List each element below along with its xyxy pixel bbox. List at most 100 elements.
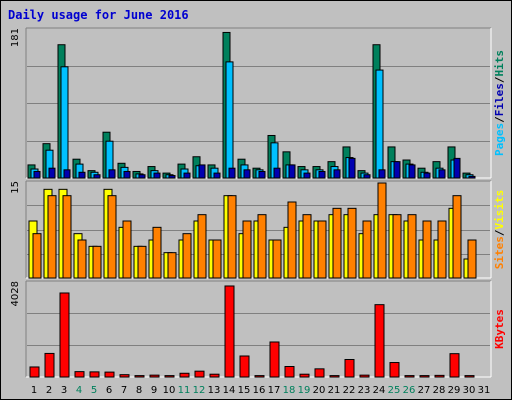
bar-sites-day-8 [137, 245, 147, 279]
bar-kbytes-day-23 [359, 374, 370, 378]
bar-kbytes-day-2 [44, 352, 55, 378]
bar-pages-day-11 [183, 172, 191, 179]
bar-kbytes-day-20 [314, 368, 325, 378]
bar-sites-day-1 [32, 233, 42, 279]
bar-kbytes-day-24 [374, 304, 385, 378]
bar-kbytes-day-30 [464, 375, 475, 378]
x-tick-label-day-16: 16 [253, 385, 266, 396]
side-label-part: KBytes [493, 309, 506, 349]
bar-sites-day-25 [392, 214, 402, 279]
bar-sites-day-11 [182, 233, 192, 279]
bar-kbytes-day-9 [149, 374, 160, 378]
bar-pages-day-13 [213, 172, 221, 179]
bar-pages-day-19 [303, 172, 311, 179]
bar-sites-day-2 [47, 195, 57, 279]
bar-sites-day-15 [242, 220, 252, 279]
panel-2-ymax-label: 4028 [10, 281, 21, 306]
bar-pages-day-17 [273, 167, 281, 179]
panel-1-side-label: Sites/Visits [493, 190, 506, 270]
x-tick-label-day-25: 25 [388, 385, 401, 396]
bar-kbytes-day-13 [209, 373, 220, 378]
bar-pages-day-1 [33, 170, 41, 179]
x-tick-label-day-23: 23 [358, 385, 371, 396]
bar-sites-day-12 [197, 214, 207, 279]
bar-kbytes-day-10 [164, 375, 175, 378]
bar-kbytes-day-14 [224, 285, 235, 378]
bar-kbytes-day-1 [29, 366, 40, 378]
x-tick-label-day-7: 7 [121, 385, 127, 396]
bar-sites-day-22 [347, 207, 357, 279]
bar-pages-day-28 [438, 169, 446, 179]
bar-sites-day-6 [107, 195, 117, 279]
bar-pages-day-30 [468, 175, 476, 179]
bar-pages-day-8 [138, 174, 146, 179]
x-tick-label-day-20: 20 [313, 385, 326, 396]
bar-pages-day-26 [408, 164, 416, 179]
bar-sites-day-24 [377, 182, 387, 279]
bar-sites-day-18 [287, 201, 297, 279]
bar-pages-day-23 [363, 174, 371, 179]
bar-sites-day-30 [467, 239, 477, 279]
x-tick-label-day-9: 9 [151, 385, 157, 396]
bar-kbytes-day-3 [59, 292, 70, 378]
side-label-part: Files [493, 83, 506, 116]
x-tick-label-day-21: 21 [328, 385, 341, 396]
bar-kbytes-day-12 [194, 370, 205, 378]
bar-kbytes-day-25 [389, 362, 400, 378]
bar-pages-day-2 [48, 167, 56, 179]
bar-pages-day-25 [393, 161, 401, 179]
bar-pages-day-5 [93, 174, 101, 179]
side-label-part: Pages [493, 123, 506, 156]
x-tick-label-day-5: 5 [91, 385, 97, 396]
x-tick-label-day-28: 28 [433, 385, 446, 396]
bar-pages-day-3 [63, 169, 71, 179]
side-label-part: Sites [493, 236, 506, 269]
chart-title: Daily usage for June 2016 [8, 8, 189, 22]
bar-kbytes-day-22 [344, 358, 355, 378]
bar-pages-day-29 [453, 157, 461, 179]
bar-kbytes-day-28 [434, 374, 445, 378]
x-tick-label-day-18: 18 [283, 385, 296, 396]
bar-pages-day-16 [258, 170, 266, 179]
x-tick-label-day-31: 31 [478, 385, 491, 396]
bar-pages-day-4 [78, 171, 86, 179]
bar-sites-day-29 [452, 195, 462, 279]
bar-pages-day-6 [108, 169, 116, 179]
bar-sites-day-9 [152, 226, 162, 279]
bar-pages-day-22 [348, 157, 356, 179]
bar-kbytes-day-6 [104, 371, 115, 378]
x-tick-label-day-29: 29 [448, 385, 461, 396]
bar-pages-day-21 [333, 169, 341, 179]
bar-sites-day-19 [302, 214, 312, 279]
bar-kbytes-day-19 [299, 373, 310, 378]
x-tick-label-day-30: 30 [463, 385, 476, 396]
bar-sites-day-3 [62, 195, 72, 279]
x-tick-label-day-10: 10 [163, 385, 176, 396]
bar-pages-day-9 [153, 172, 161, 179]
panel-0-ymax-label: 181 [10, 28, 21, 47]
x-tick-label-day-6: 6 [106, 385, 112, 396]
side-label-part: Hits [493, 50, 506, 77]
bar-kbytes-day-18 [284, 365, 295, 378]
bar-sites-day-10 [167, 252, 177, 279]
bar-pages-day-14 [228, 167, 236, 179]
x-tick-label-day-11: 11 [178, 385, 191, 396]
x-tick-label-day-19: 19 [298, 385, 311, 396]
bar-sites-day-23 [362, 220, 372, 279]
panel-0-side-label: Pages/Files/Hits [493, 50, 506, 156]
bar-kbytes-day-15 [239, 355, 250, 378]
bar-pages-day-27 [423, 172, 431, 179]
side-label-part: / [493, 116, 506, 123]
bar-kbytes-day-11 [179, 372, 190, 378]
x-tick-label-day-26: 26 [403, 385, 416, 396]
bar-sites-day-16 [257, 214, 267, 279]
bar-sites-day-28 [437, 220, 447, 279]
x-tick-label-day-3: 3 [61, 385, 67, 396]
bar-kbytes-day-4 [74, 371, 85, 378]
side-label-part: / [493, 76, 506, 83]
bar-pages-day-12 [198, 164, 206, 179]
bar-files-day-24 [375, 69, 384, 179]
x-tick-label-day-12: 12 [193, 385, 206, 396]
x-tick-label-day-13: 13 [208, 385, 221, 396]
bar-pages-day-20 [318, 170, 326, 179]
